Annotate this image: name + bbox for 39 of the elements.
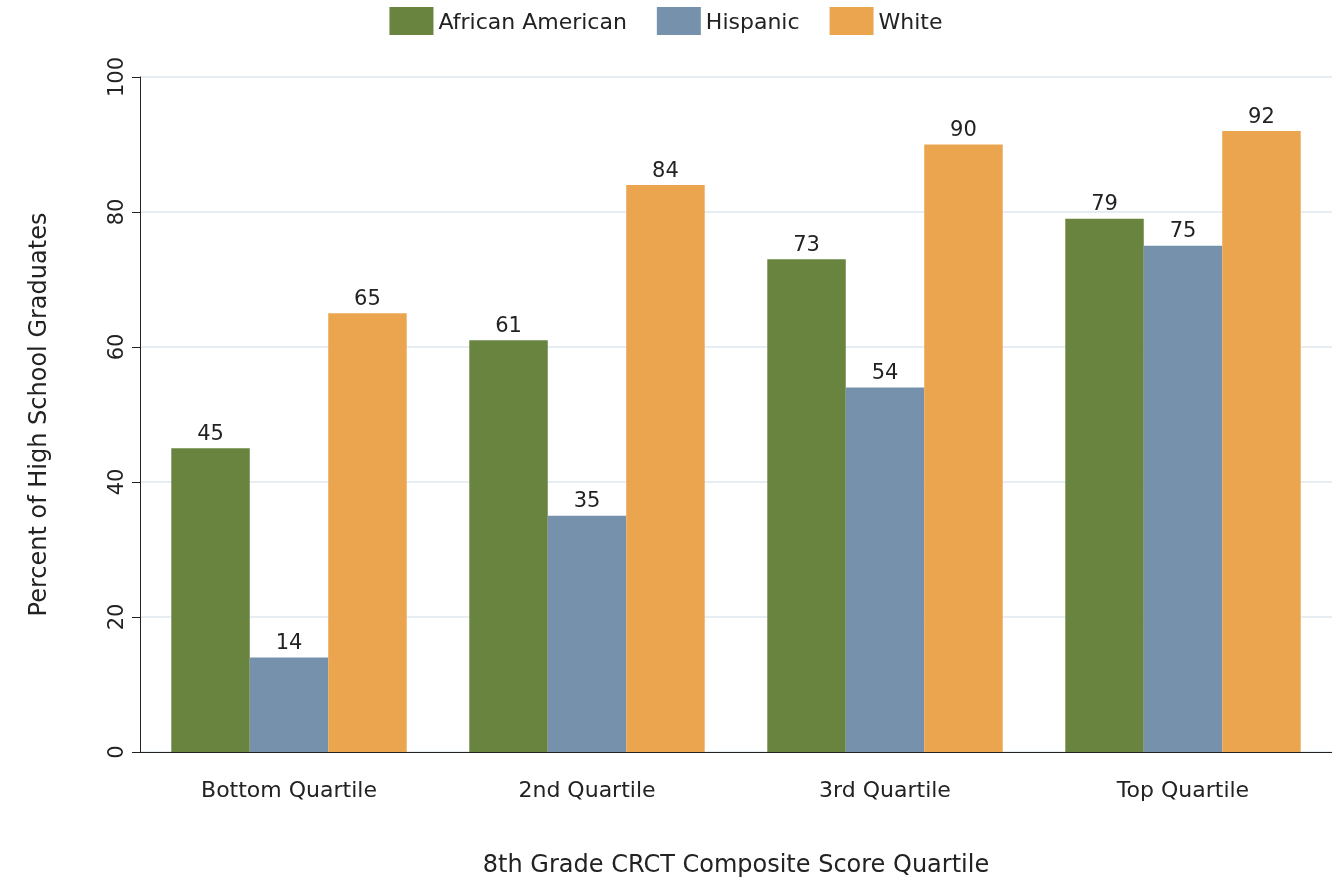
x-tick-label: Top Quartile <box>1115 776 1250 802</box>
legend-label: Hispanic <box>705 8 800 34</box>
bar <box>1143 245 1223 752</box>
data-label: 92 <box>1248 103 1275 128</box>
y-tick-label: 20 <box>103 603 128 631</box>
x-axis-title: 8th Grade CRCT Composite Score Quartile <box>482 850 990 878</box>
bar <box>1065 218 1144 752</box>
bar <box>469 340 548 752</box>
y-tick-label: 40 <box>103 468 128 496</box>
bar <box>767 259 846 752</box>
data-label: 73 <box>793 231 820 256</box>
data-label: 84 <box>652 157 679 182</box>
legend-label: White <box>878 8 943 34</box>
y-tick-label: 0 <box>103 745 128 759</box>
bar <box>924 144 1003 752</box>
x-tick-label: 3rd Quartile <box>819 776 951 802</box>
data-label: 14 <box>275 630 303 654</box>
data-label: 35 <box>573 488 601 513</box>
x-tick-label: 2nd Quartile <box>518 776 656 802</box>
data-label: 45 <box>197 420 224 445</box>
data-label: 54 <box>871 360 899 384</box>
y-tick-label: 100 <box>103 56 128 98</box>
bar <box>249 657 329 752</box>
y-axis-title: Percent of High School Graduates <box>24 212 52 617</box>
x-tick-label: Bottom Quartile <box>201 776 377 802</box>
y-tick-label: 60 <box>103 333 128 361</box>
bar <box>171 448 250 752</box>
y-tick-label: 80 <box>103 198 128 226</box>
data-label: 90 <box>950 117 977 141</box>
data-label: 75 <box>1169 218 1197 243</box>
bar <box>547 515 627 752</box>
data-label: 65 <box>354 285 381 310</box>
bar <box>328 313 407 752</box>
legend-label: African American <box>438 8 627 34</box>
data-label: 61 <box>495 312 522 337</box>
bar <box>1222 131 1301 752</box>
data-label: 79 <box>1091 191 1118 216</box>
bar <box>626 185 705 752</box>
bar <box>845 387 925 752</box>
